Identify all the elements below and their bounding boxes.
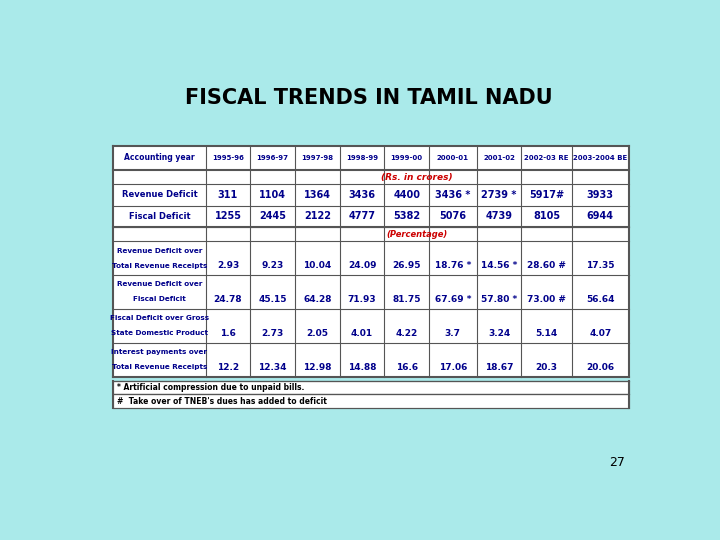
Text: 17.06: 17.06 (438, 363, 467, 372)
Text: 2001-02: 2001-02 (483, 155, 515, 161)
Text: 5382: 5382 (393, 212, 420, 221)
Text: 2.93: 2.93 (217, 261, 239, 270)
Bar (113, 394, 629, 408)
Text: Interest payments over: Interest payments over (112, 349, 207, 355)
Text: State Domestic Product: State Domestic Product (111, 330, 208, 336)
Text: 12.34: 12.34 (258, 363, 287, 372)
Text: 12.2: 12.2 (217, 363, 239, 372)
Text: 2003-2004 BE: 2003-2004 BE (573, 155, 627, 161)
Text: 45.15: 45.15 (258, 295, 287, 304)
Text: 24.78: 24.78 (214, 295, 242, 304)
Text: 4.07: 4.07 (589, 329, 611, 338)
Text: 57.80 *: 57.80 * (481, 295, 517, 304)
Text: 16.6: 16.6 (395, 363, 418, 372)
Text: 2002-03 RE: 2002-03 RE (524, 155, 569, 161)
Text: 2739 *: 2739 * (482, 190, 517, 200)
Text: Total Revenue Receipts: Total Revenue Receipts (112, 262, 207, 268)
Text: #  Take over of TNEB's dues has added to deficit: # Take over of TNEB's dues has added to … (117, 397, 327, 406)
Text: 3933: 3933 (587, 190, 614, 200)
Text: 28.60 #: 28.60 # (527, 261, 566, 270)
Text: Revenue Deficit over: Revenue Deficit over (117, 248, 202, 254)
Text: 1.6: 1.6 (220, 329, 236, 338)
Text: 2000-01: 2000-01 (437, 155, 469, 161)
Text: 4739: 4739 (485, 212, 513, 221)
Text: 1996-97: 1996-97 (256, 155, 289, 161)
Text: 14.56 *: 14.56 * (481, 261, 517, 270)
Text: 1104: 1104 (259, 190, 286, 200)
Text: 26.95: 26.95 (392, 261, 421, 270)
Text: Total Revenue Receipts: Total Revenue Receipts (112, 364, 207, 370)
Text: Revenue Deficit: Revenue Deficit (122, 191, 197, 199)
Bar (113, 381, 629, 394)
Text: 2.73: 2.73 (261, 329, 284, 338)
Text: (Percentage): (Percentage) (387, 230, 448, 239)
Text: 1997-98: 1997-98 (301, 155, 333, 161)
Text: Fiscal Deficit over Gross: Fiscal Deficit over Gross (110, 315, 209, 321)
Text: 5917#: 5917# (529, 190, 564, 200)
Text: Accounting year: Accounting year (124, 153, 194, 163)
Text: 81.75: 81.75 (392, 295, 421, 304)
Text: 2122: 2122 (304, 212, 330, 221)
Text: 1995-96: 1995-96 (212, 155, 244, 161)
Text: 3436 *: 3436 * (435, 190, 471, 200)
Text: 2445: 2445 (259, 212, 286, 221)
Text: 20.06: 20.06 (586, 363, 614, 372)
Text: 3.7: 3.7 (445, 329, 461, 338)
Text: 27: 27 (609, 456, 625, 469)
Text: 71.93: 71.93 (348, 295, 377, 304)
Text: 1364: 1364 (304, 190, 330, 200)
Text: 20.3: 20.3 (536, 363, 558, 372)
Text: Fiscal Deficit: Fiscal Deficit (129, 212, 190, 221)
Text: 6944: 6944 (587, 212, 614, 221)
Text: 8105: 8105 (533, 212, 560, 221)
Text: * Artificial compression due to unpaid bills.: * Artificial compression due to unpaid b… (117, 383, 305, 392)
Text: 3436: 3436 (348, 190, 376, 200)
Text: 18.67: 18.67 (485, 363, 513, 372)
Text: 24.09: 24.09 (348, 261, 377, 270)
Text: 4.22: 4.22 (395, 329, 418, 338)
Text: 4.01: 4.01 (351, 329, 373, 338)
Text: 14.88: 14.88 (348, 363, 377, 372)
Text: 1999-00: 1999-00 (391, 155, 423, 161)
Text: 5076: 5076 (439, 212, 467, 221)
Text: 1255: 1255 (215, 212, 241, 221)
Text: 18.76 *: 18.76 * (435, 261, 471, 270)
Text: 4777: 4777 (348, 212, 376, 221)
Bar (113, 146, 629, 377)
Text: 2.05: 2.05 (306, 329, 328, 338)
Text: 3.24: 3.24 (488, 329, 510, 338)
Text: 9.23: 9.23 (261, 261, 284, 270)
Text: 67.69 *: 67.69 * (435, 295, 471, 304)
Text: 64.28: 64.28 (303, 295, 332, 304)
Text: 4400: 4400 (393, 190, 420, 200)
Text: 5.14: 5.14 (536, 329, 558, 338)
Text: 311: 311 (218, 190, 238, 200)
Text: (Rs. in crores): (Rs. in crores) (382, 173, 453, 182)
Text: 1998-99: 1998-99 (346, 155, 378, 161)
Text: 73.00 #: 73.00 # (527, 295, 566, 304)
Text: 17.35: 17.35 (586, 261, 615, 270)
Text: 12.98: 12.98 (303, 363, 332, 372)
Text: 10.04: 10.04 (303, 261, 331, 270)
Text: 56.64: 56.64 (586, 295, 615, 304)
Text: FISCAL TRENDS IN TAMIL NADU: FISCAL TRENDS IN TAMIL NADU (185, 88, 553, 108)
Text: Fiscal Deficit: Fiscal Deficit (133, 296, 186, 302)
Text: Revenue Deficit over: Revenue Deficit over (117, 281, 202, 287)
